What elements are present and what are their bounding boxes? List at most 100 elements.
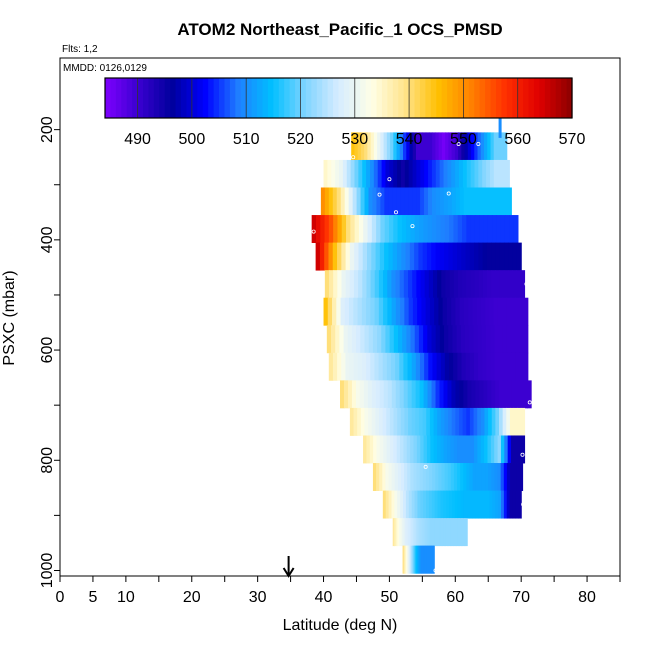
heat-cell [339,325,345,354]
heat-cell [498,352,504,381]
heat-cell [370,297,376,326]
heat-cell [370,270,376,299]
colorbar-cell [561,78,568,118]
colorbar-cell [148,78,155,118]
heat-cell [431,325,437,354]
heat-cell [416,463,421,491]
heat-cell [388,463,393,491]
heat-cell [358,215,364,243]
heat-cell [421,545,423,574]
heat-cell [452,490,456,519]
colorbar-cell [229,78,236,118]
heat-cell [415,352,421,381]
heat-cell [442,297,448,326]
heat-cell [324,242,330,271]
heat-cell [519,352,525,381]
heat-cell [350,159,356,188]
heat-cell [413,545,415,574]
heat-cell [443,159,448,188]
heat-cell [405,545,408,574]
heat-cell [451,187,457,216]
heat-cell [355,380,361,409]
heat-cell [405,490,410,519]
heat-cell [376,187,381,216]
heat-cell [440,215,446,243]
colorbar-cell [533,78,541,118]
heat-cell [433,435,438,464]
heat-cell [350,215,356,243]
heat-cell [384,242,390,271]
heat-cell [344,297,350,326]
colorbar-cell [300,78,307,118]
heat-cell [461,242,467,271]
heat-cell [348,187,354,216]
heat-cell [459,380,464,409]
heat-cell [381,325,387,354]
heat-cell [360,132,365,161]
colorbar-cell [289,78,296,118]
heat-cell [400,187,405,216]
heat-cell [329,270,334,299]
heat-cell [503,187,508,216]
heat-cell [376,435,381,464]
heat-cell [469,407,475,436]
colorbar-cell [224,78,231,118]
heat-cell [389,215,394,243]
heat-cell [445,270,451,299]
y-axis-label: PSXC (mbar) [1,270,18,365]
heat-cell [477,435,482,464]
heat-cell [501,490,505,519]
heat-cell [353,407,358,436]
heat-cell [435,325,441,354]
colorbar-cell [153,78,160,118]
heat-cell [499,242,505,271]
heat-cell [383,132,388,161]
heat-cell [401,242,407,271]
heat-cell [401,215,407,243]
heat-cell [412,159,418,188]
heat-cell [323,159,328,188]
heat-cell [403,490,407,519]
heat-cell [453,352,458,381]
sample-point [446,191,451,196]
colorbar: 490 500 510 520 530 540 550 560 570 [104,77,585,148]
heat-cell [478,352,483,381]
heat-cell [425,545,427,574]
heat-cell [442,518,445,547]
heat-cell [473,325,479,354]
heat-cell [397,518,400,547]
heat-cell [515,490,519,519]
heat-cell [445,518,448,547]
heat-cell [360,325,366,354]
colorbar-cell [186,78,193,118]
heat-band-780 [363,435,526,464]
sample-point [387,177,392,182]
heat-cell [509,215,515,243]
heat-cell [333,270,338,299]
heat-cell [444,242,449,271]
heat-cell [429,518,433,547]
heat-cell [400,518,403,547]
heat-cell [333,215,339,243]
heat-cell [474,242,479,271]
x-tick-label: 40 [315,589,333,606]
heat-cell [342,159,348,188]
heat-cell [381,159,387,188]
heat-cell [427,187,433,216]
heat-cell [451,518,454,547]
heat-cell [456,325,462,354]
heat-cell [431,545,433,574]
heat-cell [502,297,508,326]
heat-cell [336,297,342,326]
heat-cell [437,407,442,436]
colorbar-cell [447,78,454,118]
heat-cell [368,325,374,354]
heat-cell [499,380,504,409]
heat-cell [414,545,416,574]
heat-cell [363,380,369,409]
heat-cell [440,407,446,436]
heat-cell [498,325,504,354]
heat-cell [434,490,439,519]
heat-cell [481,325,487,354]
colorbar-cell [371,78,378,118]
